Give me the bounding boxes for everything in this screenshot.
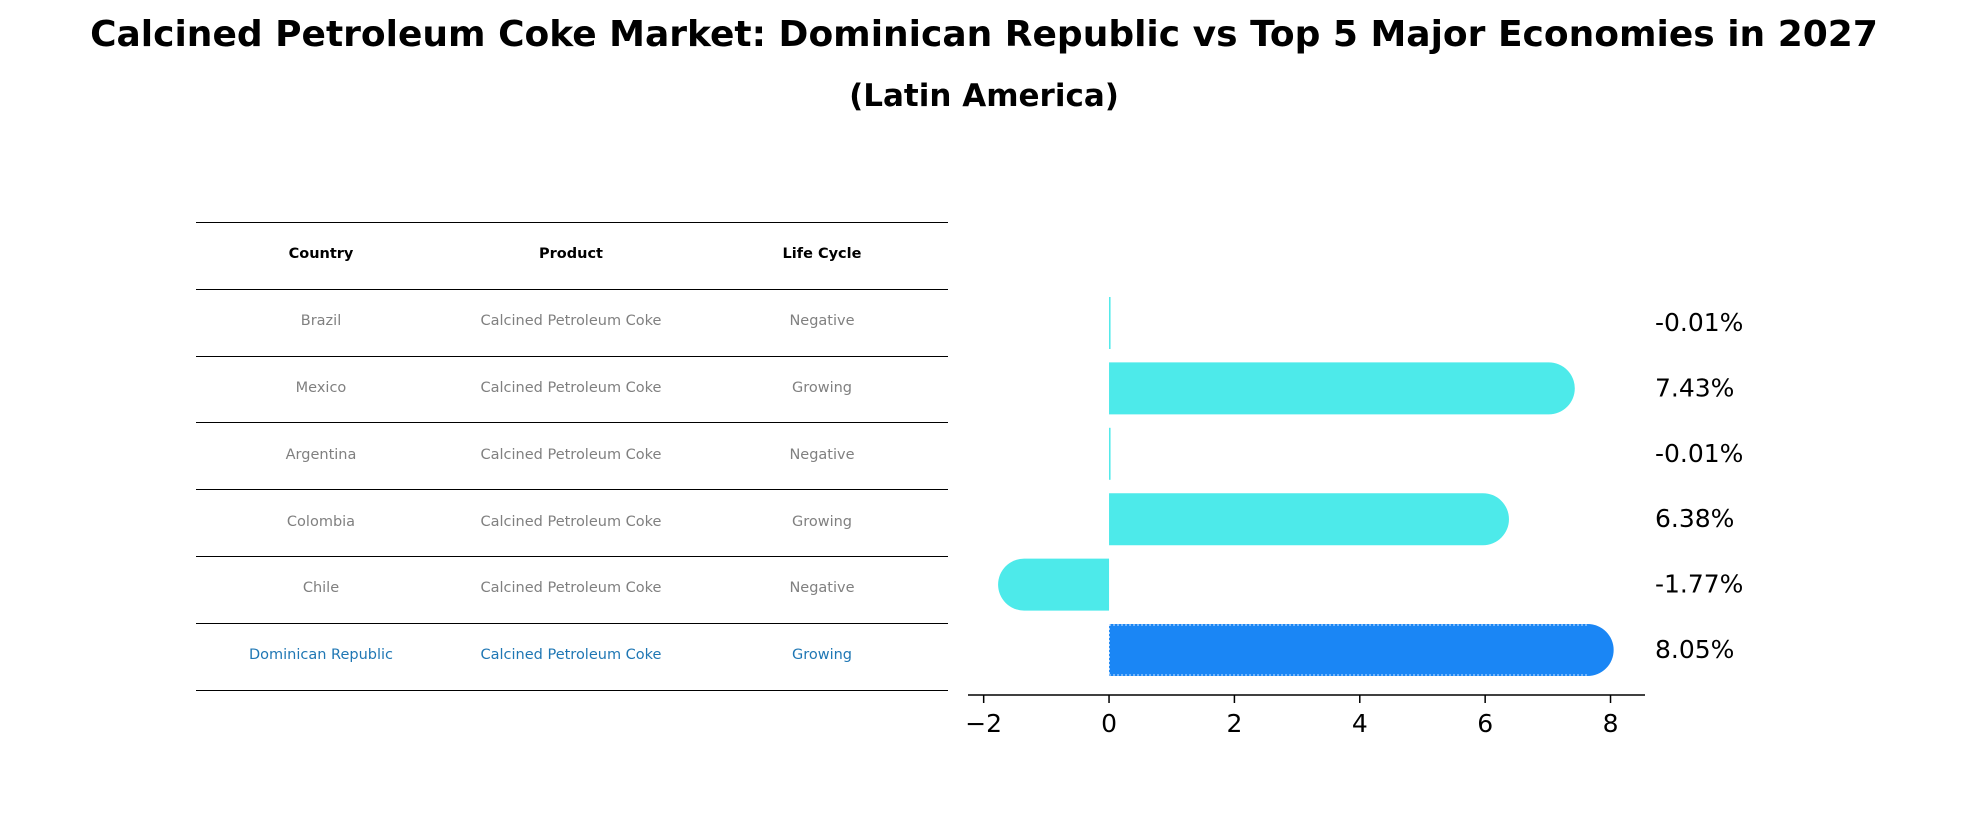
table-cell: Growing (791, 647, 853, 664)
table-cell: Negative (789, 446, 855, 463)
table-rule (196, 355, 948, 357)
x-tick-label: 8 (1603, 709, 1619, 738)
value-label: 6.38% (1655, 504, 1734, 533)
table-rule (196, 556, 948, 557)
value-label: 7.43% (1655, 373, 1734, 402)
table-rule (196, 288, 948, 290)
x-tick-label: −2 (965, 709, 1002, 738)
table-cell: Brazil (300, 313, 342, 330)
table-cell: Calcined Petroleum Coke (480, 580, 662, 597)
bar (1109, 362, 1575, 415)
table-cell: Negative (789, 313, 855, 330)
table-cell: Mexico (295, 380, 347, 396)
table-cell: Calcined Petroleum Coke (480, 647, 662, 664)
table-header-cell: Country (288, 246, 354, 263)
table-cell: Calcined Petroleum Coke (480, 446, 662, 463)
chart-subtitle: (Latin America) (849, 78, 1119, 114)
table-cell: Calcined Petroleum Coke (480, 380, 662, 396)
x-tick-label: 4 (1352, 709, 1368, 738)
table-cell: Dominican Republic (248, 647, 394, 664)
table-cell: Colombia (286, 513, 356, 530)
value-label: 8.05% (1655, 635, 1734, 664)
table-rule (196, 622, 948, 624)
table-cell: Chile (302, 580, 340, 597)
x-tick-label: 0 (1101, 709, 1117, 738)
chart-title: Calcined Petroleum Coke Market: Dominica… (90, 14, 1878, 55)
value-label: -0.01% (1655, 308, 1743, 337)
bar (1109, 624, 1614, 676)
value-label: -1.77% (1655, 570, 1743, 599)
table-rule (196, 422, 948, 424)
table-cell: Calcined Petroleum Coke (480, 313, 662, 330)
table-cell: Calcined Petroleum Coke (480, 513, 662, 530)
table-rule (196, 689, 948, 691)
table-cell: Negative (789, 580, 855, 597)
bar (998, 558, 1110, 611)
table-rule (196, 222, 948, 223)
bar (1109, 427, 1111, 480)
table-rule (196, 489, 948, 491)
bar (1109, 493, 1509, 546)
table-cell: Growing (791, 380, 853, 396)
table-cell: Growing (791, 513, 853, 530)
x-tick-label: 2 (1226, 709, 1242, 738)
x-tick-label: 6 (1477, 709, 1493, 738)
table-header-cell: Life Cycle (782, 246, 862, 263)
bar (1109, 297, 1111, 349)
value-label: -0.01% (1655, 439, 1743, 468)
table-header-cell: Product (539, 246, 603, 263)
table-cell: Argentina (285, 446, 357, 463)
